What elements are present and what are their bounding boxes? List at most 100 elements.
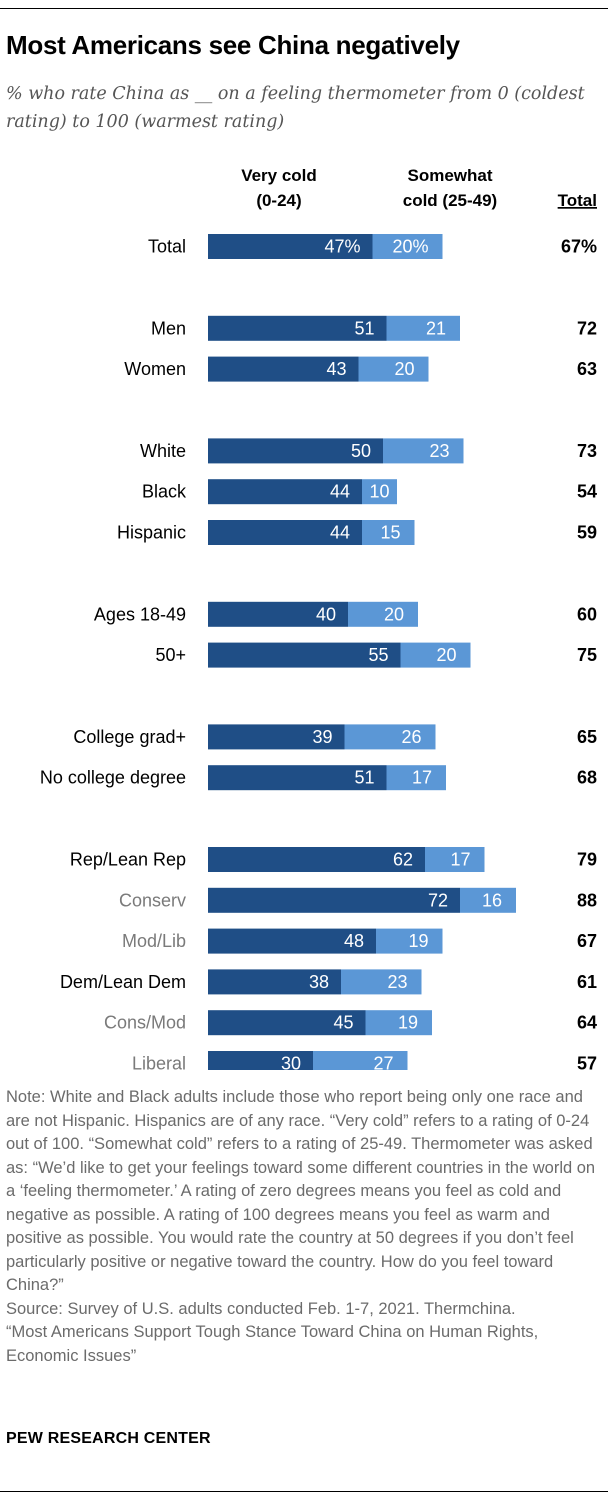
- data-label-somewhat-cold: 23: [387, 972, 407, 992]
- row-label: Dem/Lean Dem: [60, 972, 186, 992]
- data-label-total: 72: [577, 318, 597, 338]
- bar-somewhat-cold: [376, 928, 443, 954]
- data-label-very-cold: 55: [368, 645, 388, 665]
- bar-very-cold: [208, 438, 383, 464]
- data-label-somewhat-cold: 21: [426, 318, 446, 338]
- legend-very-cold: Very cold: [241, 166, 317, 185]
- bar-somewhat-cold: [400, 642, 471, 668]
- data-label-somewhat-cold: 10: [369, 482, 389, 502]
- data-label-total: 61: [577, 972, 597, 992]
- data-label-very-cold: 62: [393, 850, 413, 870]
- bar-somewhat-cold: [341, 969, 422, 995]
- bar-very-cold: [208, 765, 387, 791]
- bar-somewhat-cold: [425, 847, 485, 872]
- data-label-somewhat-cold: 16: [482, 890, 502, 910]
- data-label-total: 88: [577, 890, 597, 910]
- data-label-somewhat-cold: 20: [436, 645, 456, 665]
- bar-somewhat-cold: [348, 601, 418, 627]
- data-label-total: 60: [577, 604, 597, 624]
- row-label: 50+: [155, 645, 186, 665]
- bar-very-cold: [208, 847, 425, 872]
- row-label: College grad+: [73, 727, 186, 747]
- data-label-total: 67: [577, 931, 597, 951]
- row-label: Total: [148, 237, 186, 257]
- bar-somewhat-cold: [313, 1051, 408, 1070]
- data-label-very-cold: 44: [330, 523, 350, 543]
- row-label: Black: [142, 482, 187, 502]
- bar-very-cold: [208, 234, 373, 259]
- source-text: Source: Survey of U.S. adults conducted …: [6, 1299, 516, 1318]
- data-label-total: 54: [577, 482, 597, 502]
- data-label-very-cold: 30: [281, 1054, 301, 1071]
- bar-very-cold: [208, 601, 348, 627]
- stacked-bar-chart: Very cold (0-24) Somewhat cold (25-49) Total…: [40, 166, 597, 1071]
- chart-notes: Note: White and Black adults include tho…: [6, 1086, 602, 1368]
- row-label: Men: [151, 318, 186, 338]
- data-label-total: 64: [577, 1013, 597, 1033]
- data-label-very-cold: 51: [354, 318, 374, 338]
- row-label: White: [140, 441, 186, 461]
- data-label-somewhat-cold: 23: [429, 441, 449, 461]
- top-rule: [0, 8, 608, 9]
- data-label-total: 67%: [561, 237, 597, 257]
- bar-somewhat-cold: [358, 356, 429, 382]
- bar-very-cold: [208, 520, 362, 545]
- data-label-somewhat-cold: 17: [450, 850, 470, 870]
- legend-somewhat-cold: Somewhat: [407, 166, 492, 185]
- data-label-very-cold: 40: [316, 604, 336, 624]
- bar-very-cold: [208, 887, 460, 913]
- data-label-somewhat-cold: 15: [380, 523, 400, 543]
- data-label-somewhat-cold: 20%: [392, 237, 428, 257]
- row-label: Liberal: [132, 1054, 186, 1071]
- row-label: Rep/Lean Rep: [70, 850, 186, 870]
- bar-somewhat-cold: [372, 234, 443, 259]
- data-label-somewhat-cold: 26: [401, 727, 421, 747]
- bar-very-cold: [208, 479, 362, 505]
- bar-somewhat-cold: [362, 520, 415, 545]
- data-label-very-cold: 48: [344, 931, 364, 951]
- bar-very-cold: [208, 315, 387, 341]
- bar-somewhat-cold: [383, 438, 464, 464]
- bar-somewhat-cold: [362, 479, 397, 505]
- data-label-total: 63: [577, 359, 597, 379]
- legend-very-cold-range: (0-24): [256, 191, 301, 210]
- data-label-very-cold: 39: [312, 727, 332, 747]
- bar-somewhat-cold: [386, 765, 446, 791]
- data-label-very-cold: 47%: [324, 237, 360, 257]
- data-label-somewhat-cold: 19: [398, 1013, 418, 1033]
- legend-total: Total: [558, 191, 597, 210]
- row-label: Ages 18-49: [94, 604, 186, 624]
- row-label: No college degree: [40, 768, 186, 788]
- bottom-rule: [0, 1491, 608, 1492]
- row-label: Mod/Lib: [122, 931, 186, 951]
- data-label-very-cold: 72: [428, 890, 448, 910]
- note-text: Note: White and Black adults include tho…: [6, 1088, 596, 1294]
- data-label-very-cold: 45: [333, 1013, 353, 1033]
- bar-very-cold: [208, 969, 341, 995]
- data-label-total: 73: [577, 441, 597, 461]
- legend-somewhat-cold-range: cold (25-49): [403, 191, 497, 210]
- bar-very-cold: [208, 1010, 366, 1036]
- bar-very-cold: [208, 356, 359, 382]
- bar-somewhat-cold: [460, 887, 516, 913]
- data-label-total: 57: [577, 1054, 597, 1071]
- data-label-very-cold: 38: [309, 972, 329, 992]
- data-label-somewhat-cold: 19: [408, 931, 428, 951]
- bar-very-cold: [208, 724, 345, 750]
- data-label-somewhat-cold: 17: [412, 768, 432, 788]
- bar-somewhat-cold: [386, 315, 460, 341]
- row-label: Hispanic: [117, 523, 186, 543]
- row-label: Conserv: [119, 890, 186, 910]
- data-label-somewhat-cold: 20: [384, 604, 404, 624]
- data-label-very-cold: 50: [351, 441, 371, 461]
- chart-subtitle: % who rate China as __ on a feeling ther…: [6, 84, 585, 132]
- report-title: “Most Americans Support Tough Stance Tow…: [6, 1323, 539, 1365]
- data-label-very-cold: 51: [354, 768, 374, 788]
- bar-somewhat-cold: [344, 724, 436, 750]
- bar-very-cold: [208, 928, 376, 954]
- row-label: Women: [124, 359, 186, 379]
- data-label-total: 79: [577, 850, 597, 870]
- data-label-somewhat-cold: 20: [394, 359, 414, 379]
- bar-very-cold: [208, 1051, 313, 1070]
- bar-somewhat-cold: [365, 1010, 432, 1036]
